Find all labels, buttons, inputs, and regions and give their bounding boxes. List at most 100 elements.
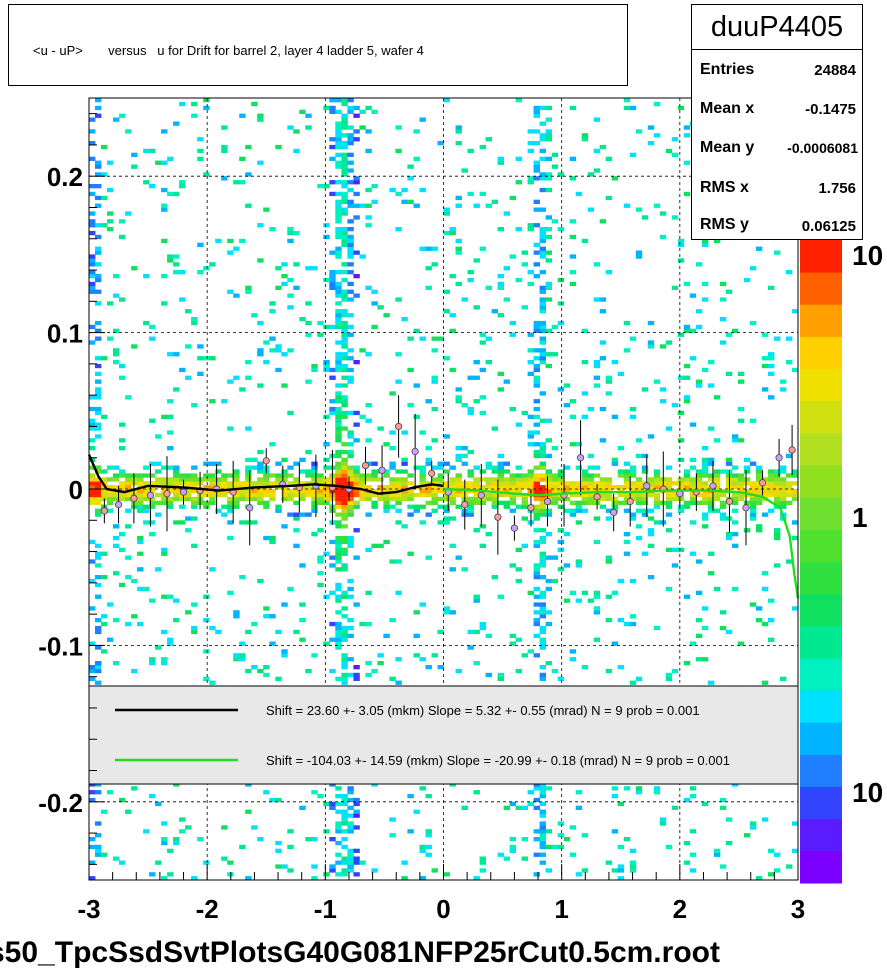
heatmap-cell (665, 340, 673, 345)
heatmap-cell (305, 449, 312, 455)
heatmap-cell (341, 496, 348, 502)
heatmap-cell (533, 621, 540, 627)
heatmap-cell (629, 414, 637, 419)
heatmap-cell (683, 399, 691, 404)
heatmap-cell (605, 375, 613, 380)
heatmap-cell (335, 582, 342, 588)
heatmap-cell (689, 794, 697, 799)
heatmap-cell (191, 625, 198, 631)
heatmap-cell (701, 516, 709, 521)
heatmap-cell (251, 465, 258, 470)
heatmap-cell (497, 371, 504, 376)
heatmap-cell (629, 492, 637, 498)
heatmap-cell (341, 590, 348, 595)
heatmap-cell (527, 477, 534, 482)
heatmap-cell (101, 649, 108, 654)
heatmap-cell (617, 618, 625, 623)
heatmap-cell (161, 496, 168, 502)
heatmap-cell (605, 477, 613, 482)
heatmap-cell (335, 539, 342, 545)
heatmap-cell (335, 492, 342, 498)
heatmap-cell (95, 665, 102, 670)
profile-point (788, 446, 796, 454)
legend-box (88, 685, 799, 785)
heatmap-cell (569, 442, 577, 447)
heatmap-cell (792, 309, 799, 314)
heatmap-cell (479, 144, 486, 150)
heatmap-cell (479, 856, 486, 861)
heatmap-cell (263, 790, 270, 795)
heatmap-cell (359, 348, 366, 353)
heatmap-cell (275, 864, 282, 869)
heatmap-cell (695, 262, 703, 267)
heatmap-cell (737, 489, 745, 494)
heatmap-cell (89, 481, 96, 486)
heatmap-cell (725, 532, 733, 537)
heatmap-cell (269, 336, 276, 341)
heatmap-cell (407, 512, 414, 517)
heatmap-cell (467, 410, 474, 416)
heatmap-cell (287, 227, 294, 232)
heatmap-cell (755, 485, 763, 490)
heatmap-cell (671, 285, 679, 290)
heatmap-cell (431, 336, 438, 341)
heatmap-cell (479, 246, 486, 251)
heatmap-cell (725, 840, 733, 846)
heatmap-cell (257, 461, 264, 466)
heatmap-cell (443, 309, 450, 314)
heatmap-cell (497, 852, 504, 857)
heatmap-cell (347, 367, 354, 373)
heatmap-cell (635, 485, 643, 490)
heatmap-cell (581, 481, 589, 486)
heatmap-cell (341, 352, 348, 357)
heatmap-cell (185, 496, 192, 502)
heatmap-cell (329, 277, 336, 283)
heatmap-cell (275, 266, 282, 271)
heatmap-cell (323, 801, 330, 807)
heatmap-cell (581, 473, 589, 478)
heatmap-cell (161, 657, 168, 662)
heatmap-cell (89, 606, 96, 611)
heatmap-cell (341, 172, 348, 177)
heatmap-cell (305, 668, 312, 674)
heatmap-cell (311, 864, 318, 869)
heatmap-cell (137, 504, 144, 509)
heatmap-cell (617, 371, 625, 376)
heatmap-cell (491, 309, 498, 314)
heatmap-cell (731, 473, 739, 478)
heatmap-cell (527, 129, 534, 134)
heatmap-cell (149, 520, 156, 525)
heatmap-cell (341, 180, 348, 185)
heatmap-cell (191, 477, 198, 482)
heatmap-cell (683, 485, 691, 490)
heatmap-cell (251, 496, 258, 502)
heatmap-cell (119, 446, 126, 451)
heatmap-cell (455, 250, 462, 255)
heatmap-cell (533, 477, 540, 482)
heatmap-cell (95, 422, 102, 427)
heatmap-cell (269, 614, 276, 619)
heatmap-cell (95, 512, 102, 517)
heatmap-cell (227, 250, 234, 255)
heatmap-cell (665, 512, 673, 517)
heatmap-cell (341, 340, 348, 345)
heatmap-cell (275, 344, 282, 349)
heatmap-cell (545, 187, 552, 193)
heatmap-cell (719, 504, 727, 509)
heatmap-cell (101, 809, 108, 814)
heatmap-cell (95, 410, 102, 416)
heatmap-cell (401, 457, 408, 462)
heatmap-cell (581, 500, 589, 505)
heatmap-cell (677, 242, 685, 247)
heatmap-cell (197, 270, 204, 275)
heatmap-cell (431, 262, 438, 267)
heatmap-cell (335, 313, 342, 318)
heatmap-cell (713, 586, 721, 592)
heatmap-cell (587, 496, 595, 502)
heatmap-cell (551, 489, 559, 494)
heatmap-cell (341, 676, 348, 681)
colorbar-label: 1 (852, 502, 868, 533)
heatmap-cell (335, 852, 342, 857)
heatmap-cell (89, 477, 96, 482)
